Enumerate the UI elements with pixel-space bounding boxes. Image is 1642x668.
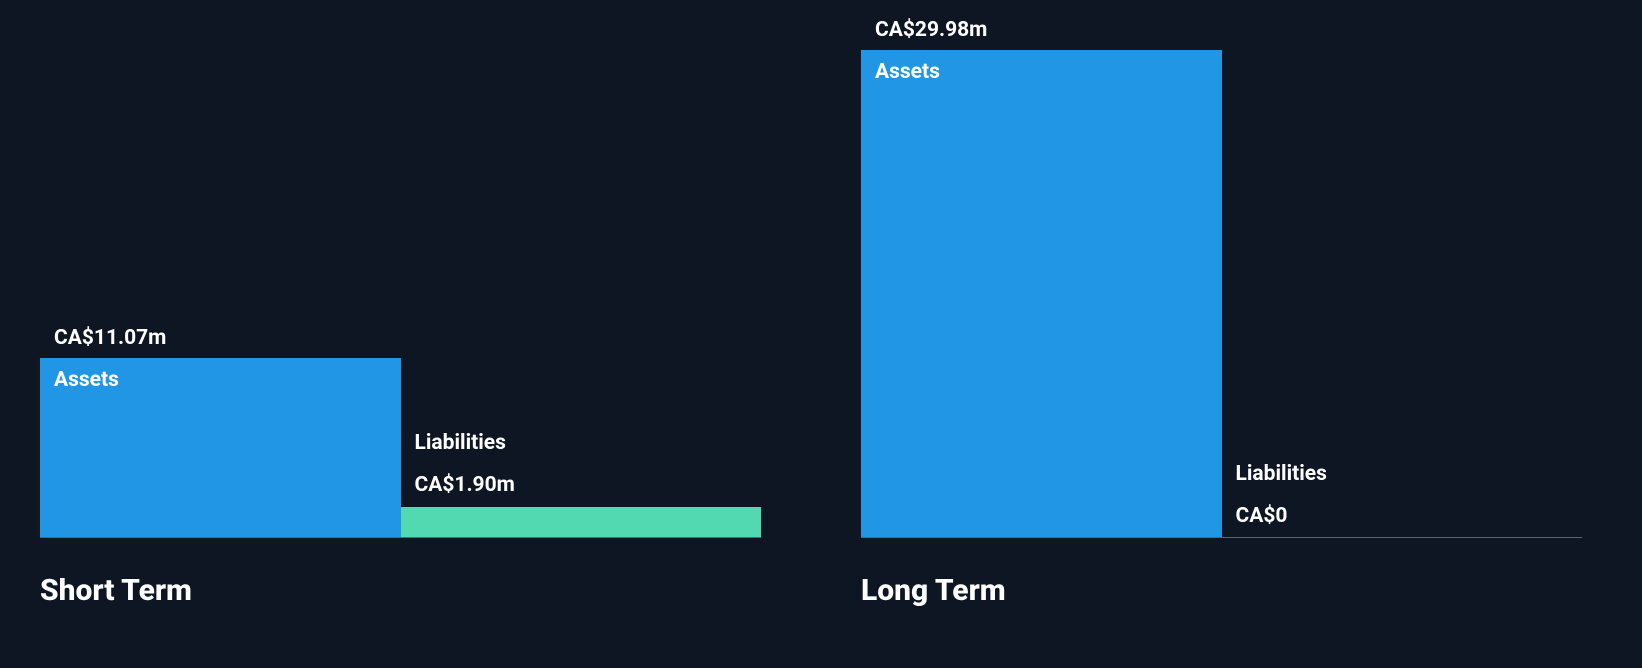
bars-short-term: Assets CA$11.07m Liabilities CA$1.90m [40, 50, 761, 538]
axis-short-term [40, 537, 761, 538]
bar-value-long-assets: CA$29.98m [875, 18, 987, 42]
bar-slot-short-assets: Assets CA$11.07m [40, 50, 401, 538]
bar-long-assets: Assets [861, 50, 1222, 538]
bar-labels-long-liabilities: Liabilities CA$0 [1236, 462, 1327, 528]
bar-labels-short-liabilities: Liabilities CA$1.90m [415, 431, 515, 497]
chart-root: Assets CA$11.07m Liabilities CA$1.90m Sh… [0, 0, 1642, 668]
bars-long-term: Assets CA$29.98m Liabilities CA$0 [861, 50, 1582, 538]
chart-area-long-term: Assets CA$29.98m Liabilities CA$0 [861, 50, 1582, 538]
bar-label-short-assets: Assets [54, 368, 119, 392]
panel-title-short-term: Short Term [40, 573, 192, 608]
bar-value-long-liabilities: CA$0 [1236, 504, 1327, 528]
panel-short-term: Assets CA$11.07m Liabilities CA$1.90m Sh… [0, 0, 821, 668]
bar-slot-long-assets: Assets CA$29.98m [861, 50, 1222, 538]
bar-short-assets: Assets [40, 358, 401, 538]
axis-long-term [861, 537, 1582, 538]
bar-short-liabilities [401, 507, 762, 538]
bar-label-long-assets: Assets [875, 60, 940, 84]
bar-label-long-liabilities: Liabilities [1236, 462, 1327, 486]
bar-slot-long-liabilities: Liabilities CA$0 [1222, 50, 1583, 538]
chart-area-short-term: Assets CA$11.07m Liabilities CA$1.90m [40, 50, 761, 538]
panel-long-term: Assets CA$29.98m Liabilities CA$0 Long T… [821, 0, 1642, 668]
panel-title-long-term: Long Term [861, 573, 1006, 608]
bar-value-short-assets: CA$11.07m [54, 326, 166, 350]
bar-label-short-liabilities: Liabilities [415, 431, 515, 455]
bar-slot-short-liabilities: Liabilities CA$1.90m [401, 50, 762, 538]
bar-value-short-liabilities: CA$1.90m [415, 473, 515, 497]
